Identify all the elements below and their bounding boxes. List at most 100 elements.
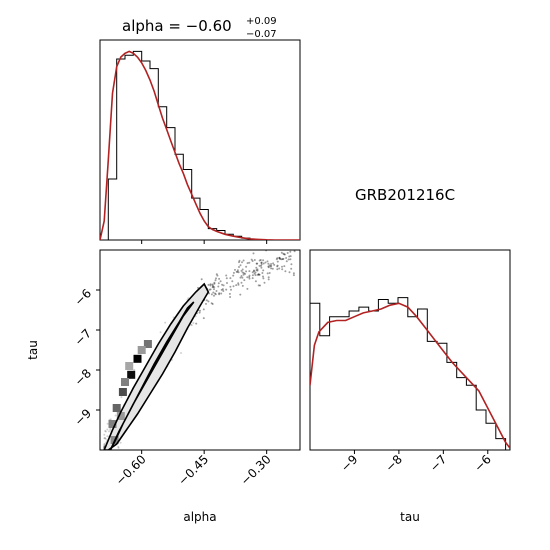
alpha-title-prefix: alpha = −0.60 (122, 17, 232, 35)
scatter-point (271, 242, 273, 244)
scatter-point (235, 284, 238, 287)
alpha-axis-title: alpha (183, 510, 216, 524)
density-cell (143, 340, 152, 348)
alpha-marginal-panel (99, 39, 301, 244)
scatter-point (292, 274, 295, 277)
tau-y-axis-title: tau (26, 340, 40, 360)
alpha-title-upper: +0.09 (246, 16, 277, 27)
scatter-point (225, 288, 228, 291)
scatter-point (240, 269, 243, 272)
scatter-point (271, 267, 274, 270)
tau-y-tick-label: −7 (72, 326, 94, 348)
scatter-point (251, 274, 254, 277)
scatter-point (104, 461, 106, 463)
alpha-panel-title: alpha = −0.60 (122, 17, 232, 35)
scatter-point (217, 282, 220, 285)
scatter-point (253, 272, 256, 275)
scatter-point (225, 277, 228, 280)
scatter-point (254, 271, 257, 274)
scatter-point (209, 283, 212, 286)
tau-x-tick-label: −8 (383, 452, 405, 474)
scatter-point (251, 277, 254, 280)
scatter-point (270, 264, 273, 267)
scatter-point (257, 273, 260, 276)
scatter-point (114, 414, 117, 417)
scatter-point (229, 277, 232, 280)
scatter-point (202, 317, 205, 320)
scatter-point (106, 428, 109, 431)
contour-outer-fill (104, 284, 209, 450)
scatter-point (256, 269, 259, 272)
scatter-point (105, 458, 107, 460)
panel-frame (99, 39, 301, 241)
scatter-point (293, 250, 296, 253)
scatter-point (218, 292, 221, 295)
scatter-point (228, 292, 231, 295)
scatter-point (260, 263, 263, 266)
scatter-point (237, 271, 240, 274)
scatter-point (262, 275, 264, 278)
scatter-point (273, 263, 276, 266)
scatter-point (104, 437, 107, 440)
scatter-point (262, 262, 265, 265)
scatter-point (264, 261, 267, 264)
scatter-point (267, 276, 270, 279)
scatter-point (269, 265, 272, 268)
scatter-point (242, 259, 245, 262)
alpha-x-tick-label: −0.60 (113, 452, 149, 488)
scatter-point (259, 284, 261, 287)
grb-annotation: GRB201216C (355, 186, 455, 204)
scatter-point (260, 264, 262, 267)
scatter-point (267, 266, 270, 269)
scatter-point (214, 293, 217, 296)
scatter-point (258, 273, 261, 276)
scatter-point (259, 259, 262, 261)
scatter-point (280, 258, 283, 261)
scatter-point (106, 435, 109, 438)
scatter-point (213, 286, 216, 289)
tau-x-axis-title: tau (400, 510, 420, 524)
scatter-point (208, 288, 211, 291)
scatter-point (258, 259, 261, 262)
scatter-point (289, 255, 292, 258)
histogram-steps (100, 50, 292, 240)
scatter-point (253, 270, 255, 273)
scatter-point (103, 457, 105, 459)
scatter-point (103, 458, 105, 460)
scatter-point (211, 303, 214, 305)
scatter-point (219, 280, 222, 283)
tau-x-tick-label: −7 (427, 452, 449, 474)
scatter-point (280, 245, 282, 247)
scatter-point (105, 459, 107, 461)
scatter-point (263, 281, 266, 284)
panel-frame (309, 249, 511, 451)
scatter-point (222, 290, 225, 292)
scatter-point (238, 259, 241, 262)
scatter-point (238, 261, 240, 264)
scatter-point (104, 430, 107, 432)
scatter-point (225, 274, 228, 277)
scatter-point (215, 290, 218, 292)
scatter-point (216, 274, 219, 277)
scatter-point (237, 283, 240, 286)
scatter-point (107, 458, 109, 460)
scatter-point (241, 268, 244, 271)
scatter-point (248, 277, 251, 280)
scatter-point (239, 264, 242, 267)
scatter-point (110, 451, 112, 453)
scatter-point (286, 252, 289, 254)
scatter-point (289, 258, 292, 261)
scatter-point (113, 453, 115, 455)
scatter-point (281, 268, 284, 271)
scatter-point (218, 277, 221, 280)
scatter-point (262, 259, 265, 262)
scatter-point (213, 281, 216, 284)
scatter-point (246, 287, 249, 290)
scatter-point (272, 262, 275, 265)
scatter-point (198, 311, 201, 314)
scatter-point (251, 260, 254, 262)
scatter-point (205, 302, 207, 305)
scatter-point (103, 433, 106, 436)
scatter-point (246, 262, 249, 265)
scatter-point (275, 258, 278, 261)
